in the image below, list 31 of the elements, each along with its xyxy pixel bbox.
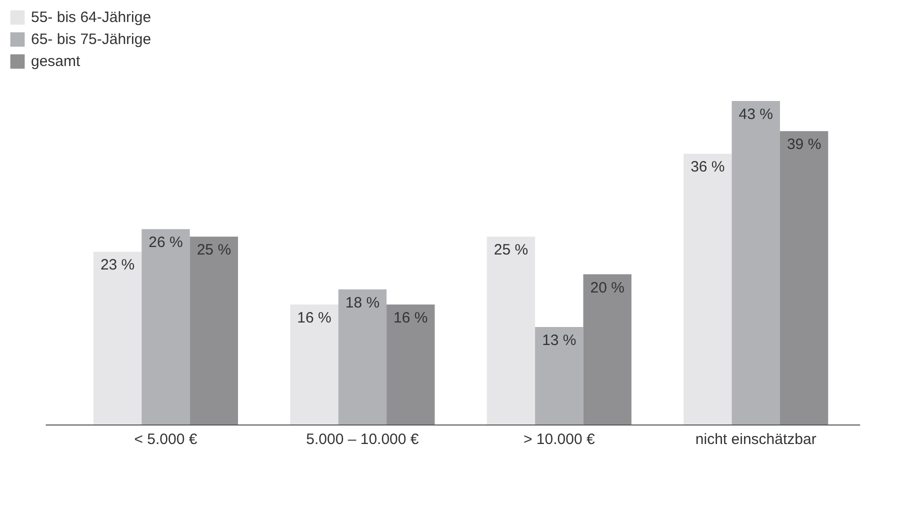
data-label: 23 %	[100, 256, 135, 274]
data-label: 16 %	[394, 309, 428, 326]
x-tick-label: nicht einschätzbar	[695, 431, 816, 448]
data-label: 20 %	[590, 279, 624, 296]
bar	[290, 304, 338, 426]
data-label: 13 %	[542, 332, 576, 350]
bar	[486, 236, 536, 426]
legend-label: gesamt	[31, 52, 80, 70]
data-label: 18 %	[345, 294, 380, 312]
x-tick-label: < 5.000 €	[134, 431, 198, 448]
data-label: 36 %	[690, 158, 725, 176]
bar	[190, 236, 238, 426]
legend-label: 55- bis 64-Jährige	[31, 8, 152, 26]
bar	[386, 304, 435, 426]
data-label: 26 %	[148, 234, 183, 252]
data-label: 25 %	[494, 242, 528, 259]
legend-label: 65- bis 75-Jährige	[31, 30, 152, 48]
bar	[535, 327, 584, 426]
bar	[684, 154, 732, 426]
bar	[93, 252, 142, 426]
data-label: 25 %	[196, 242, 232, 259]
bar	[583, 274, 632, 426]
data-label: 43 %	[738, 106, 773, 123]
data-label: 16 %	[297, 309, 332, 326]
x-tick-label: > 10.000 €	[524, 431, 596, 448]
bar	[780, 131, 828, 426]
bar	[338, 289, 387, 426]
x-tick-label: 5.000 – 10.000 €	[306, 431, 420, 448]
bar	[732, 100, 780, 426]
bar	[142, 229, 190, 426]
data-label: 39 %	[786, 136, 822, 154]
